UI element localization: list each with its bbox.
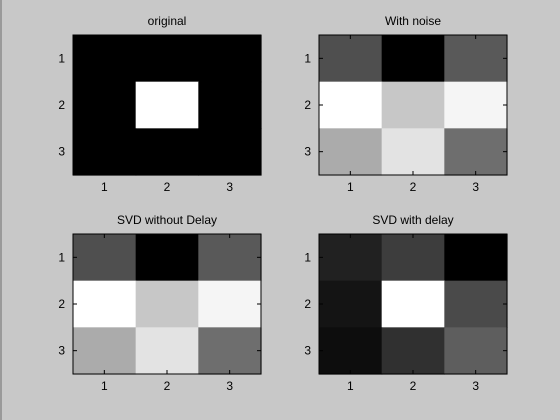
heatmap-cell (135, 35, 199, 83)
heatmap-cell (319, 327, 383, 375)
heatmap-cell (444, 128, 508, 176)
heatmap-panel-3: SVD without Delay 1 2 3 1 2 3 (58, 213, 262, 393)
heatmap-cell (319, 234, 383, 282)
heatmap-cell (444, 81, 508, 129)
heatmap-cell (381, 81, 445, 129)
heatmap-cell (135, 280, 199, 328)
heatmap-cell (381, 280, 445, 328)
x-tick-label: 2 (164, 379, 171, 393)
heatmap-cell (319, 128, 383, 176)
y-tick-label: 2 (304, 297, 311, 311)
x-tick-label: 1 (347, 379, 354, 393)
heatmap-cell (135, 234, 199, 282)
y-tick-label: 2 (58, 297, 65, 311)
y-tick-label: 3 (58, 145, 65, 159)
heatmap-cell (381, 128, 445, 176)
x-tick-label: 1 (101, 180, 108, 194)
x-tick-label: 3 (226, 379, 233, 393)
panel-title: original (148, 14, 187, 28)
heatmap-cell (198, 327, 262, 375)
heatmap-cell (73, 35, 137, 83)
heatmap-cell (319, 280, 383, 328)
heatmap-cell (135, 81, 199, 129)
heatmap-cell (73, 280, 137, 328)
y-tick-label: 3 (304, 145, 311, 159)
heatmap-panel-4: SVD with delay 1 2 3 1 2 3 (304, 213, 508, 393)
x-tick-label: 2 (164, 180, 171, 194)
heatmap-cell (198, 35, 262, 83)
heatmap-panel-1: original 1 2 3 1 2 3 (58, 14, 262, 194)
heatmap-cell (198, 128, 262, 176)
heatmap-cell (198, 280, 262, 328)
heatmap-cell (444, 280, 508, 328)
y-tick-label: 1 (58, 51, 65, 65)
heatmap-cell (73, 81, 137, 129)
x-tick-label: 1 (347, 180, 354, 194)
y-tick-label: 2 (58, 98, 65, 112)
y-tick-label: 1 (304, 51, 311, 65)
heatmap-cell (73, 327, 137, 375)
x-tick-label: 2 (410, 379, 417, 393)
x-tick-label: 3 (472, 379, 479, 393)
x-tick-label: 2 (410, 180, 417, 194)
y-tick-label: 3 (58, 344, 65, 358)
window-edge (0, 0, 2, 420)
y-tick-label: 1 (304, 250, 311, 264)
heatmap-cell (444, 327, 508, 375)
heatmap-cell (381, 327, 445, 375)
y-tick-label: 2 (304, 98, 311, 112)
x-tick-label: 3 (226, 180, 233, 194)
heatmap-panel-2: With noise 1 2 3 1 2 3 (304, 14, 508, 194)
panel-title: SVD with delay (372, 213, 453, 227)
heatmap-cell (73, 128, 137, 176)
heatmap-cell (381, 234, 445, 282)
heatmap-cell (444, 234, 508, 282)
heatmap-cell (444, 35, 508, 83)
heatmap-cell (198, 81, 262, 129)
x-tick-label: 1 (101, 379, 108, 393)
heatmap-cell (135, 128, 199, 176)
heatmap-cell (319, 35, 383, 83)
heatmap-cell (198, 234, 262, 282)
x-tick-label: 3 (472, 180, 479, 194)
heatmap-cell (381, 35, 445, 83)
y-tick-label: 1 (58, 250, 65, 264)
heatmap-cell (135, 327, 199, 375)
heatmap-cell (319, 81, 383, 129)
panel-title: SVD without Delay (117, 213, 217, 227)
heatmap-cell (73, 234, 137, 282)
panel-title: With noise (385, 14, 441, 28)
y-tick-label: 3 (304, 344, 311, 358)
